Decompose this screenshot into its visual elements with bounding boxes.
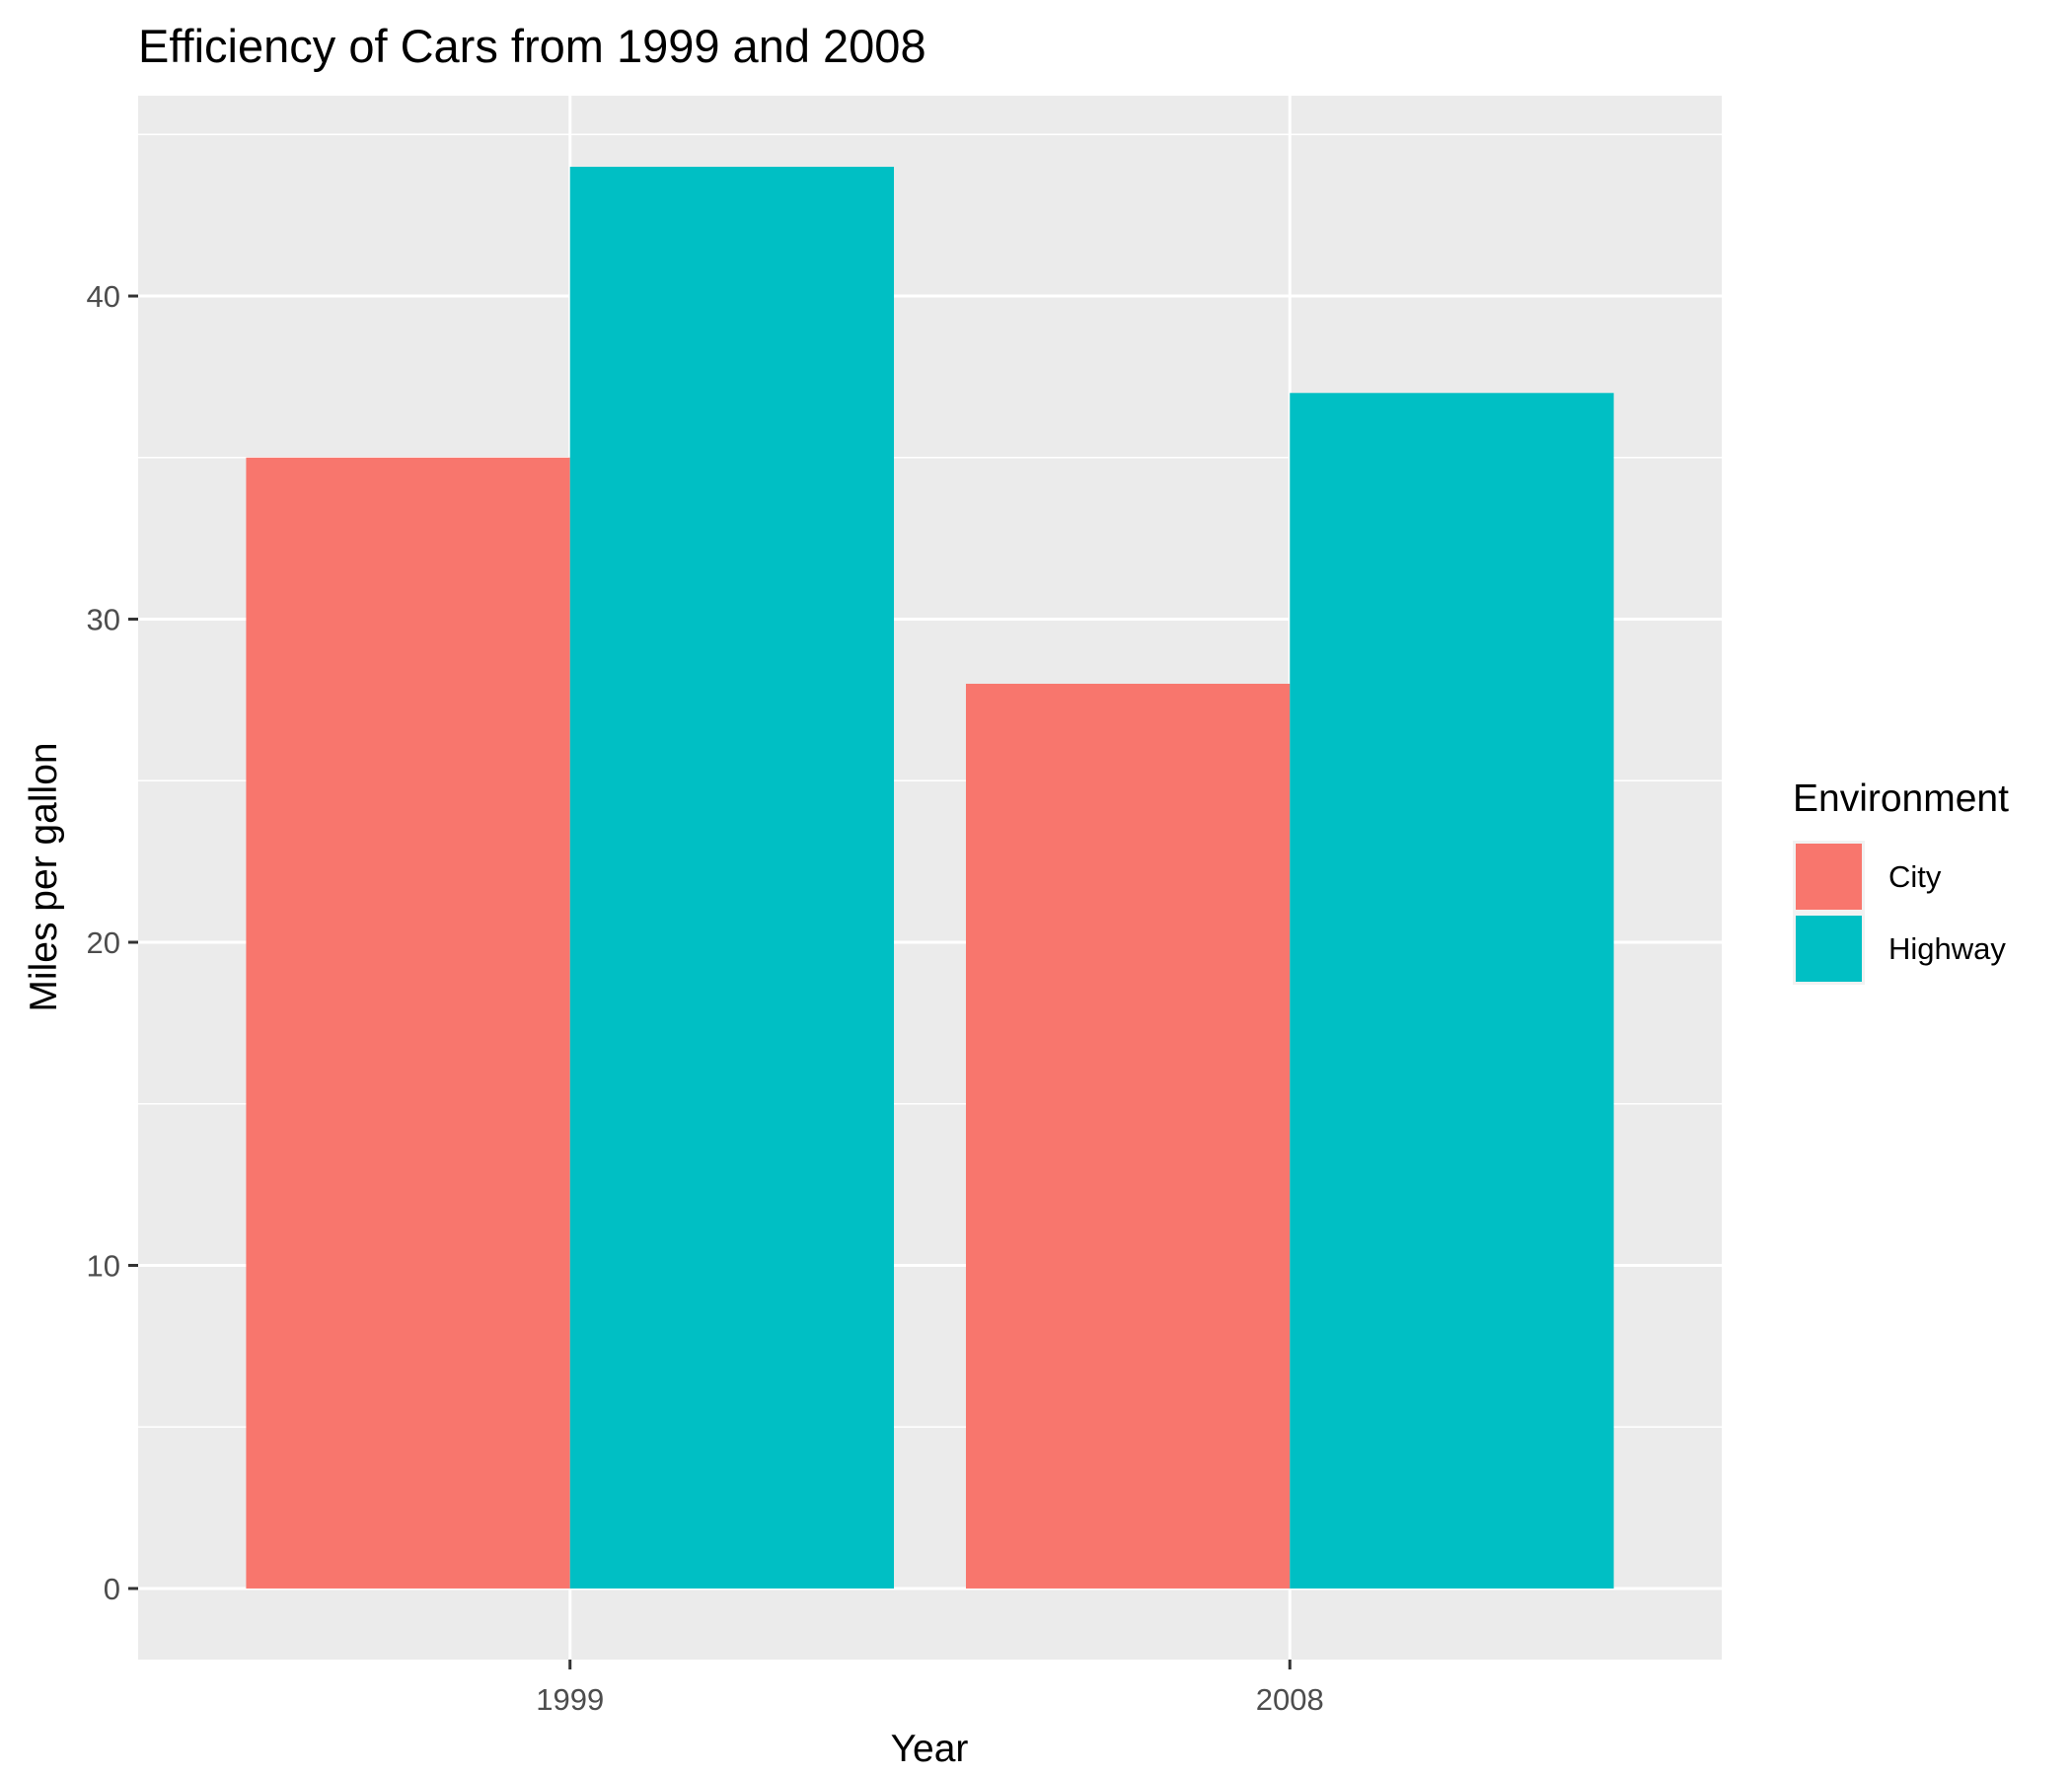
bar-city-2008[interactable]: [965, 684, 1291, 1589]
legend-swatch-city: [1796, 844, 1862, 910]
y-axis-title: Miles per gallon: [23, 742, 65, 1011]
chart-title: Efficiency of Cars from 1999 and 2008: [138, 20, 926, 72]
legend-label-city: City: [1888, 859, 1942, 894]
bars: [246, 167, 1614, 1589]
legend[interactable]: Environment City Highway: [1793, 777, 2009, 985]
legend-swatch-highway: [1796, 916, 1862, 982]
y-tick-label: 30: [87, 603, 120, 637]
y-axis: 0 10 20 30 40: [87, 279, 138, 1606]
y-tick-label: 40: [87, 279, 120, 314]
x-tick-label: 2008: [1256, 1682, 1324, 1717]
bar-highway-1999[interactable]: [569, 167, 895, 1589]
y-tick-label: 0: [104, 1572, 120, 1606]
x-axis-title: Year: [891, 1728, 969, 1770]
x-tick-label: 1999: [536, 1682, 604, 1717]
legend-label-highway: Highway: [1888, 931, 2006, 966]
bar-city-1999[interactable]: [246, 457, 570, 1589]
x-axis: 1999 2008: [536, 1660, 1324, 1717]
legend-title: Environment: [1793, 777, 2009, 820]
y-tick-label: 10: [87, 1248, 120, 1283]
y-tick-label: 20: [87, 925, 120, 960]
bar-highway-2008[interactable]: [1290, 393, 1614, 1589]
